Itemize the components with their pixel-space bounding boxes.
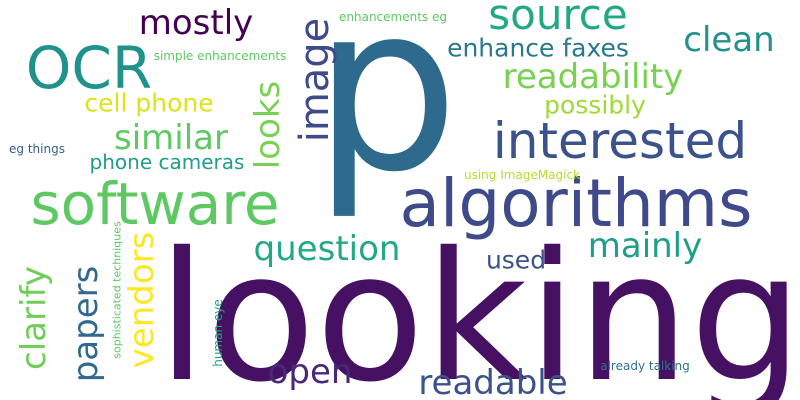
word-similar: similar [114,118,228,158]
word-phone-cameras: phone cameras [89,150,245,174]
word-enhancements-eg: enhancements eg [339,10,447,24]
word-looks: looks [248,80,288,170]
word-sophisticated-techniques: sophisticated techniques [110,221,124,359]
word-ocr: OCR [25,34,153,102]
word-simple-enhancements: simple enhancements [153,49,287,63]
word-used: used [485,245,547,275]
word-software: software [30,170,280,238]
word-interested: interested [492,112,748,170]
word-eg-things: eg things [9,142,65,156]
word-using-imagemagick: using ImageMagick [463,168,581,182]
word-papers: papers [66,265,106,383]
word-readability: readability [502,57,684,97]
word-possibly: possibly [544,90,646,120]
word-human-eye: human eye [211,299,225,367]
word-open: open [267,352,353,392]
word-mainly: mainly [587,226,703,266]
word-cell-phone: cell phone [84,88,214,118]
word-mostly: mostly [138,3,254,43]
word-vendors: vendors [122,231,162,369]
word-algorithms: algorithms [399,165,753,242]
word-question: question [253,229,401,269]
word-image: image [292,17,338,143]
word-clarify: clarify [14,266,54,370]
word-enhance-faxes: enhance faxes [447,33,629,63]
word-p: p [313,0,459,223]
word-looking: looking [157,214,800,400]
word-already-talking: already talking [600,359,690,373]
word-clean: clean [683,20,775,60]
word-readable: readable [418,363,568,400]
word-source: source [488,0,628,39]
